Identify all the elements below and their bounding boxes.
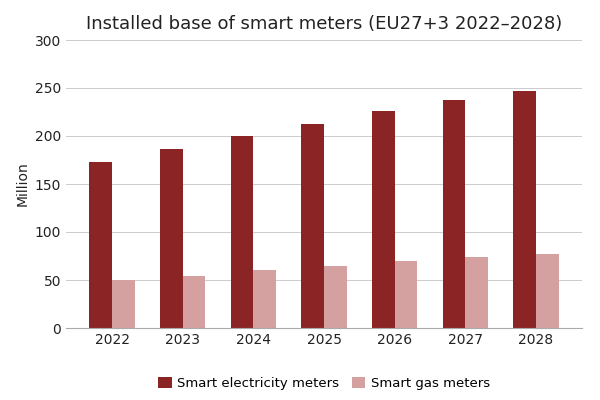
Y-axis label: Million: Million <box>15 162 29 206</box>
Bar <box>183 276 205 328</box>
Legend: Smart electricity meters, Smart gas meters: Smart electricity meters, Smart gas mete… <box>153 372 495 396</box>
Bar <box>301 124 324 328</box>
Bar <box>324 266 347 328</box>
Bar <box>395 261 417 328</box>
Bar <box>514 91 536 328</box>
Bar <box>465 257 488 328</box>
Bar <box>253 270 276 328</box>
Bar <box>89 162 112 328</box>
Title: Installed base of smart meters (EU27+3 2022–2028): Installed base of smart meters (EU27+3 2… <box>86 15 562 33</box>
Bar <box>160 150 183 328</box>
Bar <box>372 111 395 328</box>
Bar <box>112 280 134 328</box>
Bar <box>536 254 559 328</box>
Bar <box>443 100 465 328</box>
Bar <box>231 136 253 328</box>
